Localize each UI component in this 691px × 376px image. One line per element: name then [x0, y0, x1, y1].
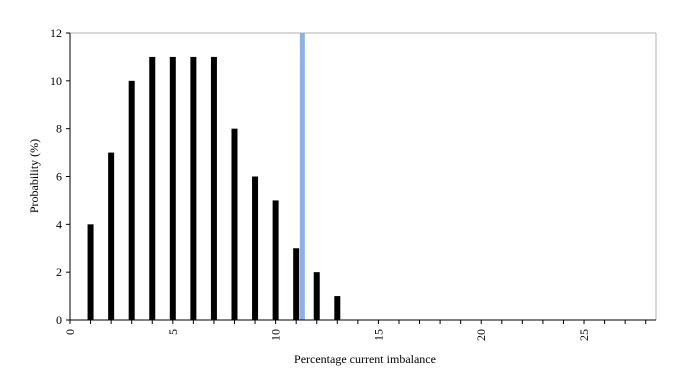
x-tick-label-10: 10: [269, 329, 283, 341]
y-tick-label-6: 6: [56, 170, 62, 184]
bar-3: [128, 80, 135, 320]
bar-11: [293, 248, 300, 320]
x-tick-label-20: 20: [474, 329, 488, 341]
bar-4: [149, 56, 156, 321]
plot-area: 0 2 4 6 8 10 12 0 5 10 15 20 25: [50, 26, 657, 341]
y-tick-label-4: 4: [56, 217, 62, 231]
x-tick-label-15: 15: [371, 329, 385, 341]
y-tick-label-8: 8: [56, 122, 62, 136]
bar-13: [334, 296, 341, 320]
bar-5: [169, 56, 176, 321]
bar-6: [190, 56, 197, 321]
bar-8: [231, 128, 238, 320]
x-axis-title: Percentage current imbalance: [294, 352, 436, 366]
bar-1: [87, 224, 94, 320]
bar-12: [313, 272, 320, 320]
bar-2: [108, 152, 115, 320]
x-tick-label-0: 0: [63, 329, 77, 335]
y-tick-label-0: 0: [56, 313, 62, 327]
y-tick-label-10: 10: [50, 74, 62, 88]
bar-10: [272, 200, 279, 320]
y-axis-title: Probability (%): [27, 139, 41, 213]
bar-9: [252, 176, 259, 320]
x-tick-label-25: 25: [577, 329, 591, 341]
y-tick-label-2: 2: [56, 265, 62, 279]
x-tick-label-5: 5: [166, 329, 180, 335]
y-tick-label-12: 12: [50, 26, 62, 40]
bar-7: [210, 56, 217, 321]
reference-line: [299, 33, 305, 320]
